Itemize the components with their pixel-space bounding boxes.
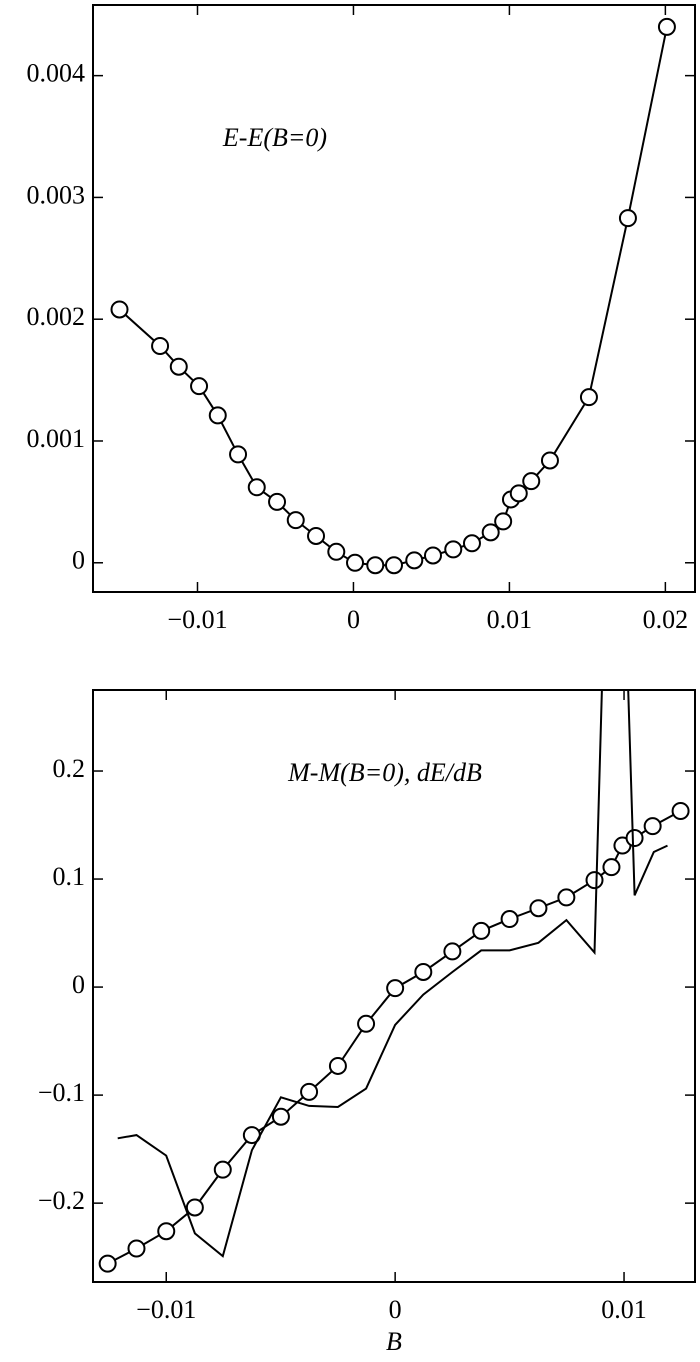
data-point	[472, 921, 491, 940]
x-tick-label: 0.01	[487, 605, 533, 634]
data-point	[268, 492, 287, 511]
annotation: E-E(B=0)	[222, 123, 327, 152]
data-point	[307, 526, 326, 545]
data-point	[443, 942, 462, 961]
data-point	[657, 17, 676, 36]
data-point	[286, 511, 305, 530]
y-tick-label: 0.001	[27, 424, 86, 453]
plot-frame	[92, 4, 696, 593]
data-point	[229, 445, 248, 464]
y-tick-label: 0.004	[27, 59, 86, 88]
plot-frame	[92, 689, 696, 1283]
annotation: M-M(B=0), dE/dB	[287, 758, 482, 787]
x-tick-label: 0.02	[643, 605, 689, 634]
x-tick-label: 0	[347, 605, 360, 634]
data-point	[327, 542, 346, 561]
data-point	[522, 472, 541, 491]
data-point	[462, 534, 481, 553]
x-tick-label: 0.01	[601, 1295, 647, 1324]
data-point	[151, 336, 170, 355]
data-point	[213, 1160, 232, 1179]
data-point	[346, 553, 365, 572]
data-point	[509, 484, 528, 503]
data-point	[423, 546, 442, 565]
data-point	[671, 801, 690, 820]
data-point	[414, 962, 433, 981]
data-point	[98, 1254, 117, 1273]
y-tick-label: 0.2	[53, 754, 86, 783]
x-tick-label: −0.01	[136, 1295, 196, 1324]
data-point	[618, 209, 637, 228]
y-tick-label: 0	[72, 546, 85, 575]
data-point	[585, 871, 604, 890]
y-tick-label: 0.1	[53, 862, 86, 891]
data-point	[385, 556, 403, 575]
data-point	[300, 1082, 319, 1101]
data-point	[208, 406, 227, 425]
data-point	[625, 829, 644, 847]
y-tick-label: 0.002	[27, 302, 86, 331]
series-line	[118, 26, 668, 567]
y-tick-label: 0	[72, 970, 85, 999]
y-tick-label: −0.2	[38, 1186, 85, 1215]
data-point	[494, 512, 513, 531]
data-point	[328, 1056, 347, 1075]
plot-area	[98, 690, 690, 1273]
x-axis-label: B	[386, 1327, 402, 1356]
data-point	[157, 1222, 176, 1241]
series-line	[117, 690, 668, 1258]
data-point	[271, 1107, 290, 1126]
data-point	[405, 551, 424, 570]
data-point	[529, 899, 548, 918]
y-tick-label: −0.1	[38, 1078, 85, 1107]
data-point	[444, 540, 463, 559]
data-point	[247, 478, 266, 497]
data-point	[127, 1239, 146, 1258]
data-point	[602, 858, 621, 877]
x-tick-label: −0.01	[167, 605, 227, 634]
data-point	[366, 556, 385, 575]
plot-area	[110, 17, 676, 575]
data-point	[190, 377, 209, 396]
data-point	[481, 523, 500, 542]
x-tick-label: 0	[389, 1295, 402, 1324]
data-point	[579, 388, 598, 407]
data-point	[110, 300, 129, 319]
data-point	[557, 888, 576, 907]
data-point	[540, 451, 559, 470]
data-point	[643, 817, 662, 836]
data-point	[169, 357, 188, 376]
data-point	[386, 979, 405, 998]
data-point	[185, 1198, 204, 1217]
data-point	[500, 910, 519, 929]
y-tick-label: 0.003	[27, 180, 86, 209]
data-point	[357, 1014, 376, 1033]
